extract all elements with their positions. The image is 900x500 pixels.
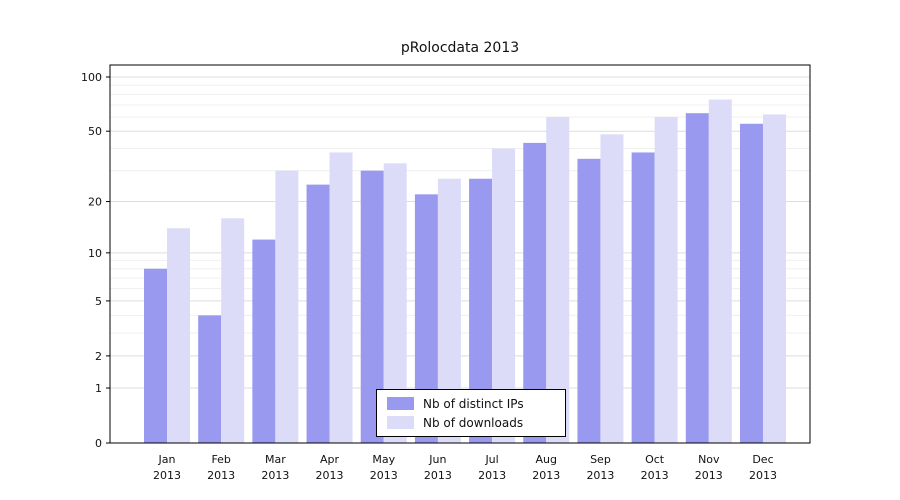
x-tick-label-month: Sep xyxy=(590,453,611,466)
x-tick-label-year: 2013 xyxy=(695,469,723,482)
bar-distinct-ips xyxy=(523,142,547,443)
bar-downloads xyxy=(383,163,407,443)
bar-downloads xyxy=(167,228,190,443)
bar-distinct-ips xyxy=(577,158,601,444)
y-tick-label: 1 xyxy=(95,382,102,395)
x-tick-label-year: 2013 xyxy=(749,469,777,482)
y-tick-label: 20 xyxy=(88,196,102,209)
bar-downloads xyxy=(492,148,516,443)
bar-distinct-ips xyxy=(252,239,276,443)
bar-distinct-ips xyxy=(739,123,763,443)
x-tick-label-month: Feb xyxy=(211,453,230,466)
x-tick-label-month: May xyxy=(372,453,395,466)
bar-distinct-ips xyxy=(198,315,222,443)
x-tick-label-month: Apr xyxy=(320,453,340,466)
legend: Nb of distinct IPs Nb of downloads xyxy=(376,389,566,437)
y-tick-label: 50 xyxy=(88,125,102,138)
chart-title: pRolocdata 2013 xyxy=(400,40,520,56)
plot-border xyxy=(109,64,811,444)
x-tick-label-month: Nov xyxy=(698,453,720,466)
bar-distinct-ips xyxy=(360,170,384,443)
y-tick-label: 5 xyxy=(95,295,102,308)
legend-label-downloads: Nb of downloads xyxy=(423,415,524,430)
bar-downloads xyxy=(221,218,245,443)
bar-downloads xyxy=(546,116,570,443)
bar-distinct-ips xyxy=(144,268,167,443)
x-tick-label-year: 2013 xyxy=(370,469,398,482)
x-tick-label-year: 2013 xyxy=(261,469,289,482)
legend-swatch-distinct-ips xyxy=(387,397,414,410)
x-tick-label-month: Jul xyxy=(484,453,498,466)
bar-distinct-ips xyxy=(631,152,655,443)
bar-distinct-ips xyxy=(469,178,493,443)
y-tick-label: 2 xyxy=(95,350,102,363)
bar-distinct-ips xyxy=(685,113,709,443)
x-tick-label-month: Oct xyxy=(645,453,665,466)
legend-swatch-downloads xyxy=(387,416,414,429)
bar-downloads xyxy=(275,170,299,443)
bar-distinct-ips xyxy=(414,194,438,443)
x-tick-label-year: 2013 xyxy=(532,469,560,482)
x-tick-label-month: Jan xyxy=(158,453,176,466)
x-tick-label-year: 2013 xyxy=(153,469,181,482)
x-tick-label-month: Mar xyxy=(265,453,286,466)
legend-item-distinct-ips: Nb of distinct IPs xyxy=(387,397,555,411)
bar-downloads xyxy=(762,114,786,444)
x-tick-label-month: Jun xyxy=(428,453,446,466)
x-tick-label-month: Aug xyxy=(536,453,557,466)
bar-downloads xyxy=(600,134,624,443)
x-tick-label-year: 2013 xyxy=(316,469,344,482)
legend-label-distinct-ips: Nb of distinct IPs xyxy=(423,396,524,411)
bar-downloads xyxy=(708,99,732,443)
x-tick-label-year: 2013 xyxy=(641,469,669,482)
bar-distinct-ips xyxy=(306,184,330,443)
bar-downloads xyxy=(437,178,461,443)
x-tick-label-year: 2013 xyxy=(478,469,506,482)
x-tick-label-year: 2013 xyxy=(424,469,452,482)
bar-downloads xyxy=(329,152,353,443)
y-tick-label: 0 xyxy=(95,437,102,450)
bar-downloads xyxy=(654,116,678,443)
y-tick-label: 10 xyxy=(88,247,102,260)
x-tick-label-month: Dec xyxy=(752,453,773,466)
y-tick-label: 100 xyxy=(81,71,102,84)
x-tick-label-year: 2013 xyxy=(207,469,235,482)
x-tick-label-year: 2013 xyxy=(586,469,614,482)
legend-item-downloads: Nb of downloads xyxy=(387,416,555,430)
